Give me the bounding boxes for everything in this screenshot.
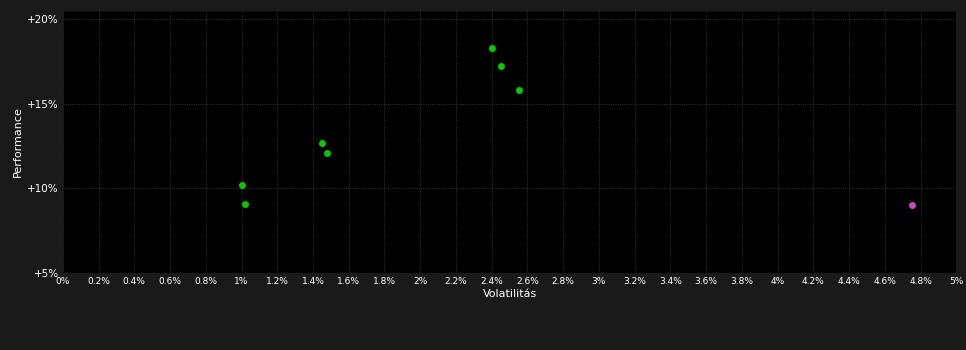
- Point: [493, 64, 508, 69]
- Point: [511, 87, 526, 93]
- X-axis label: Volatilitás: Volatilitás: [482, 289, 537, 299]
- Point: [238, 201, 253, 206]
- Point: [234, 182, 249, 188]
- Point: [314, 140, 329, 145]
- Y-axis label: Performance: Performance: [13, 106, 23, 177]
- Point: [484, 45, 499, 50]
- Point: [320, 150, 335, 155]
- Point: [904, 202, 920, 208]
